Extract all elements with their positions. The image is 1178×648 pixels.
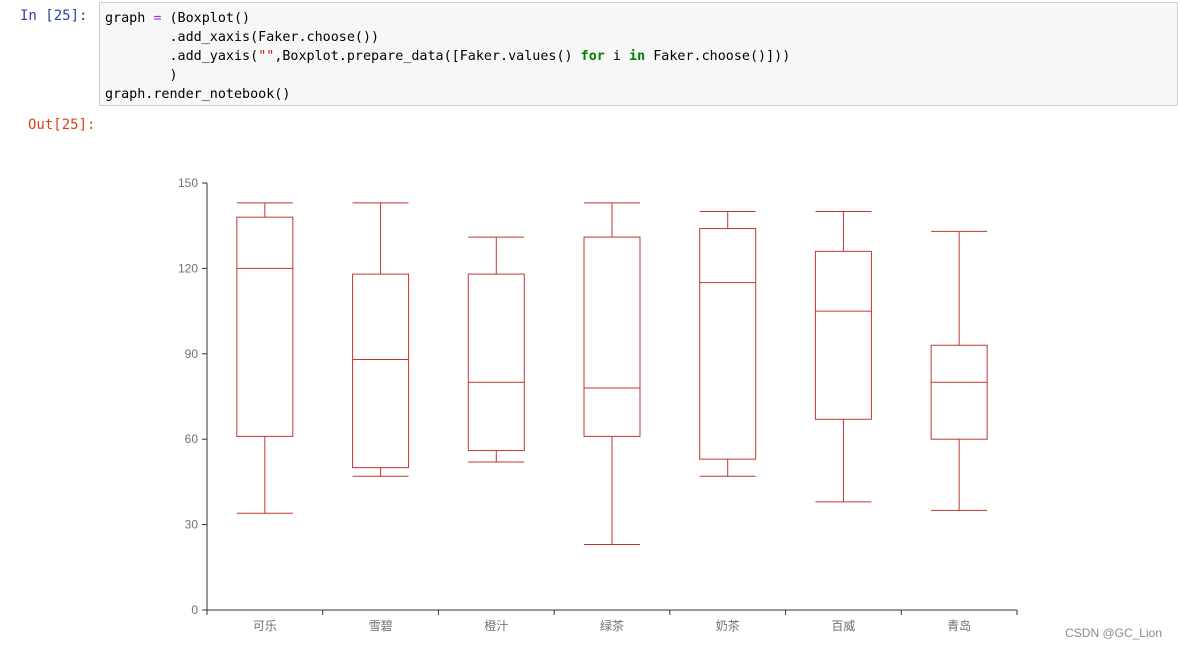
box — [583, 236, 641, 437]
x-tick-label: 橙汁 — [484, 618, 508, 633]
code-line-4: ) — [105, 68, 178, 83]
box — [930, 344, 988, 440]
y-tick-label: 120 — [178, 261, 198, 275]
code-editor[interactable]: graph = (Boxplot() .add_xaxis(Faker.choo… — [105, 9, 790, 104]
box — [467, 273, 525, 452]
x-tick-label: 绿茶 — [600, 618, 624, 633]
watermark: CSDN @GC_Lion — [1065, 626, 1162, 640]
x-tick-label: 青岛 — [947, 618, 971, 633]
box — [699, 228, 757, 460]
input-prompt: In [25]: — [20, 8, 88, 24]
x-tick-label: 百威 — [831, 619, 855, 633]
output-prompt: Out[25]: — [28, 117, 96, 133]
box — [352, 273, 410, 469]
x-tick-label: 雪碧 — [369, 619, 393, 633]
code-line-5: graph.render_notebook() — [105, 87, 291, 102]
x-tick-label: 奶茶 — [716, 618, 740, 633]
y-tick-label: 90 — [185, 347, 199, 361]
y-tick-label: 60 — [185, 432, 199, 446]
y-tick-label: 0 — [191, 603, 198, 617]
x-tick-label: 可乐 — [253, 619, 277, 633]
y-tick-label: 150 — [178, 176, 198, 190]
y-tick-label: 30 — [185, 518, 199, 532]
code-cell[interactable]: graph = (Boxplot() .add_xaxis(Faker.choo… — [99, 2, 1178, 106]
code-line-1: graph = (Boxplot() — [105, 11, 251, 26]
box — [814, 250, 872, 420]
code-line-3: .add_yaxis("",Boxplot.prepare_data([Fake… — [105, 49, 791, 64]
box — [236, 216, 294, 437]
boxplot-chart: 0 30 60 90 120 150 可乐 雪碧 橙汁 绿茶 奶茶 百威 青岛 — [178, 176, 1018, 633]
code-line-2: .add_xaxis(Faker.choose()) — [105, 30, 380, 45]
